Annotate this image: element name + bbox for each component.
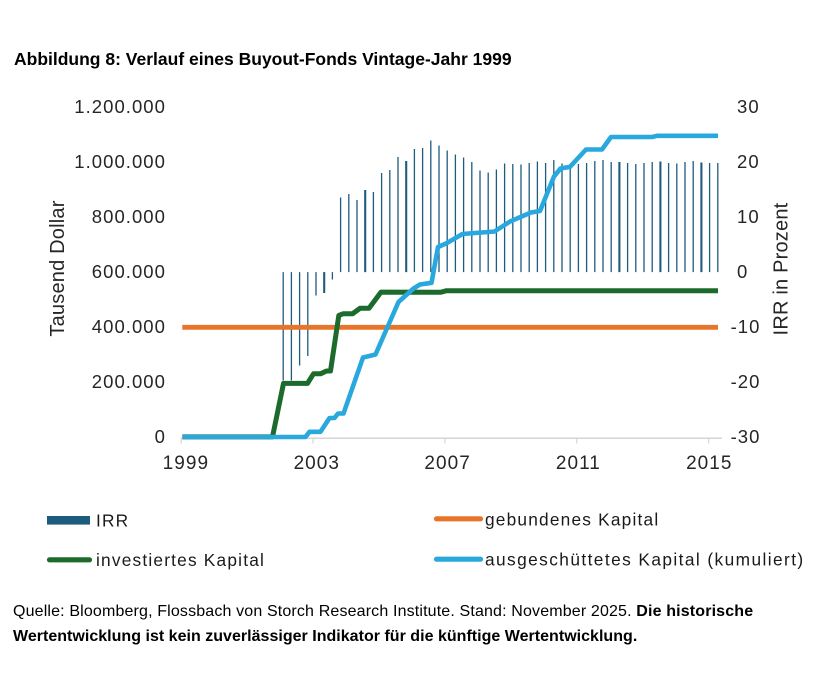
svg-text:gebundenes Kapital: gebundenes Kapital <box>485 510 659 530</box>
svg-text:0: 0 <box>737 261 748 282</box>
svg-text:200.000: 200.000 <box>92 371 166 392</box>
svg-text:-30: -30 <box>731 426 761 447</box>
svg-text:1999: 1999 <box>163 453 209 474</box>
svg-text:10: 10 <box>737 206 760 227</box>
svg-text:IRR in Prozent: IRR in Prozent <box>771 202 793 335</box>
svg-text:-20: -20 <box>731 371 761 392</box>
svg-text:0: 0 <box>155 426 166 447</box>
svg-text:Wertentwicklung ist kein zuver: Wertentwicklung ist kein zuverlässiger I… <box>13 628 637 645</box>
svg-text:investiertes Kapital: investiertes Kapital <box>96 550 265 570</box>
svg-text:2007: 2007 <box>424 453 470 474</box>
svg-text:20: 20 <box>737 151 760 172</box>
svg-text:2015: 2015 <box>686 453 732 474</box>
svg-text:1.000.000: 1.000.000 <box>74 151 166 172</box>
svg-text:1.200.000: 1.200.000 <box>74 96 166 117</box>
svg-text:-10: -10 <box>731 316 761 337</box>
svg-text:Tausend Dollar: Tausend Dollar <box>47 200 69 336</box>
svg-text:2003: 2003 <box>294 453 340 474</box>
svg-text:Abbildung 8: Verlauf eines Buy: Abbildung 8: Verlauf eines Buyout-Fonds … <box>14 49 512 69</box>
svg-text:800.000: 800.000 <box>92 206 166 227</box>
svg-text:400.000: 400.000 <box>92 316 166 337</box>
svg-text:30: 30 <box>737 96 760 117</box>
svg-text:IRR: IRR <box>96 511 129 531</box>
svg-text:ausgeschüttetes Kapital (kumul: ausgeschüttetes Kapital (kumuliert) <box>485 550 805 570</box>
svg-text:2011: 2011 <box>556 453 601 474</box>
svg-text:600.000: 600.000 <box>92 261 166 282</box>
svg-text:Quelle: Bloomberg, Flossbach v: Quelle: Bloomberg, Flossbach von Storch … <box>13 603 753 620</box>
